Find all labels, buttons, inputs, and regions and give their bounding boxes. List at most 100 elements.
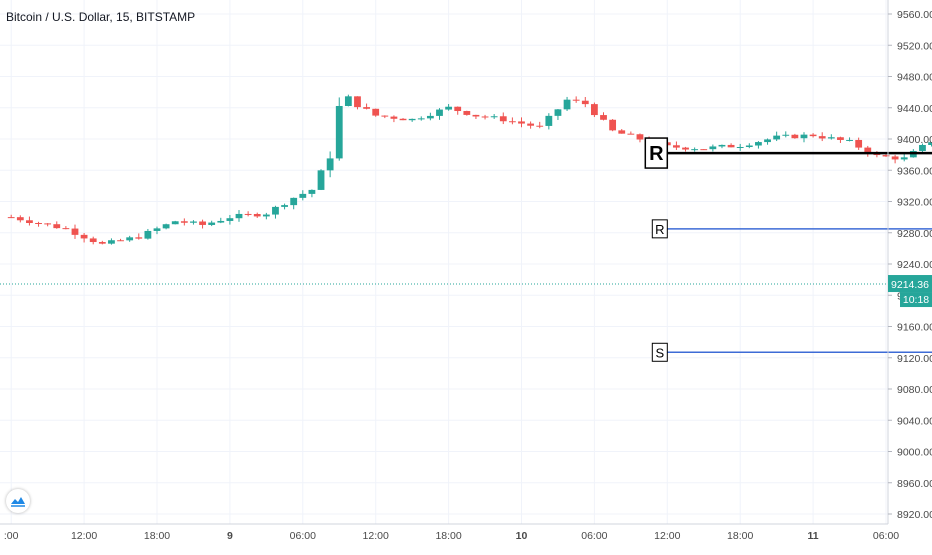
candle-body <box>682 147 689 150</box>
price-tick-label: 9160.00 <box>897 322 932 334</box>
candle-body <box>326 158 334 171</box>
candle-body <box>144 230 152 239</box>
candle-body <box>89 238 97 243</box>
candle-body <box>126 237 134 241</box>
candle-body <box>408 118 416 121</box>
candle-body <box>837 137 844 140</box>
time-tick-label: 11 <box>808 530 819 542</box>
candle-body <box>618 130 626 134</box>
candle-body <box>490 116 498 118</box>
candle-body <box>864 147 872 154</box>
candle-body <box>627 133 635 135</box>
countdown-tag <box>900 292 932 308</box>
candle-body <box>745 145 753 147</box>
candle-body <box>700 149 708 151</box>
candle-body <box>171 221 179 225</box>
time-tick-label: 06:00 <box>873 530 899 542</box>
level-label: S <box>655 345 664 360</box>
axes: 9560.00 9520.00 9480.00 9440.00 9400.00 9360.… <box>0 0 932 542</box>
time-tick-label: 9 <box>227 530 233 542</box>
countdown-label: 10:18 <box>903 294 929 306</box>
candle-body <box>226 218 234 221</box>
candle-body <box>381 115 389 117</box>
time-tick-label: 18:00 <box>727 530 753 542</box>
time-tick-label: 18:00 <box>435 530 461 542</box>
candle-body <box>117 240 124 242</box>
time-tick-label: :00 <box>4 530 19 542</box>
candle-body <box>818 136 826 139</box>
tradingview-logo-icon[interactable] <box>6 489 30 513</box>
level-label-box[interactable] <box>651 342 668 362</box>
candle-body <box>673 145 680 148</box>
candle-body <box>499 116 507 122</box>
candle-body <box>7 217 15 219</box>
time-tick-label: 10 <box>516 530 528 542</box>
price-tick-label: 9440.00 <box>897 103 932 115</box>
level-label-box[interactable] <box>651 219 668 239</box>
price-tick-label: 9560.00 <box>897 9 932 21</box>
candle-body <box>417 118 425 120</box>
annotations[interactable]: R R S <box>0 137 932 362</box>
candle-body <box>426 115 434 119</box>
price-tick-label: 9040.00 <box>897 415 932 427</box>
price-tick-label: 8960.00 <box>897 478 932 490</box>
candle-body <box>35 223 42 225</box>
price-tick-label: 9240.00 <box>897 259 932 271</box>
candle-body <box>572 99 580 101</box>
candle-body <box>773 135 781 140</box>
candle-body <box>600 115 607 120</box>
price-tick-label: 9480.00 <box>897 72 932 84</box>
candle-body <box>308 189 316 194</box>
candle-body <box>891 156 899 160</box>
candle-body <box>718 144 726 147</box>
price-tick-label: 8920.00 <box>897 509 932 521</box>
candle-body <box>290 197 298 206</box>
candle-body <box>563 99 571 110</box>
candle-body <box>481 116 489 118</box>
candle-body <box>727 144 735 148</box>
current-price-tag <box>888 275 932 293</box>
time-tick-label: 12:00 <box>363 530 389 542</box>
time-tick-label: 06:00 <box>290 530 316 542</box>
candle-body <box>554 109 562 116</box>
candle-body <box>518 121 525 124</box>
candle-body <box>454 106 462 112</box>
price-tick-label: 9280.00 <box>897 228 932 240</box>
candle-body <box>399 118 407 121</box>
candle-body <box>508 121 516 123</box>
price-tick-label: 9360.00 <box>897 165 932 177</box>
candle-body <box>900 157 908 160</box>
candle-body <box>281 205 288 207</box>
candles <box>7 94 932 245</box>
candle-body <box>80 234 88 239</box>
price-tick-label: 9120.00 <box>897 353 932 365</box>
candle-body <box>262 214 270 217</box>
candle-body <box>755 142 762 146</box>
candle-body <box>436 109 443 116</box>
time-tick-label: 12:00 <box>654 530 680 542</box>
candle-body <box>180 221 188 223</box>
candle-body <box>344 96 352 106</box>
candle-body <box>98 242 106 244</box>
candle-body <box>764 139 771 143</box>
candle-body <box>244 213 252 215</box>
candle-body <box>928 142 932 145</box>
candle-body <box>299 193 307 198</box>
level-label-box[interactable] <box>644 137 669 169</box>
level-label: R <box>655 222 664 237</box>
time-tick-label: 18:00 <box>144 530 170 542</box>
candle-body <box>272 206 279 215</box>
candle-body <box>855 139 863 148</box>
candle-body <box>153 228 161 231</box>
candle-body <box>545 115 553 126</box>
candle-body <box>581 100 589 105</box>
price-tick-label: 9080.00 <box>897 384 932 396</box>
candle-body <box>162 224 170 229</box>
candle-body <box>44 223 52 225</box>
candle-body <box>26 220 33 224</box>
candle-body <box>190 221 197 223</box>
candle-body <box>71 228 79 235</box>
price-tick-label: 9400.00 <box>897 134 932 146</box>
